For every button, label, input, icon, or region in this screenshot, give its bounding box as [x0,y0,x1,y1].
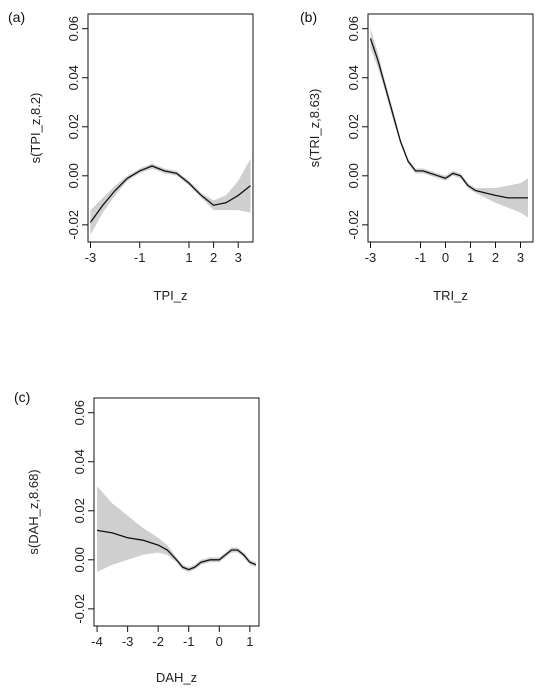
plot-frame [93,397,260,627]
panel-label: (a) [8,9,25,25]
panel-label: (c) [14,389,30,405]
y-axis-title: s(TRI_z,8.63) [307,89,322,168]
x-tick-label: 3 [517,250,524,265]
confidence-band [97,486,256,573]
x-tick-label: 1 [185,250,192,265]
smooth-curve [96,529,257,571]
x-tick-label: 2 [492,250,499,265]
y-tick-label: 0.06 [72,400,87,425]
x-tick-label: -3 [122,634,134,649]
y-tick-label: 0.02 [346,114,361,139]
x-tick-label: -1 [183,634,195,649]
y-tick-label: 0.04 [66,65,81,90]
y-tick-label: 0.06 [346,16,361,41]
y-tick-label: 0.04 [346,65,361,90]
panel-a: -0.02 0.00 0.02 0.04 0.06 -3 -1 1 2 3 TPI_z s(TPI_z… [8,9,254,303]
panel-c: -0.02 0.00 0.02 0.04 0.06 -4 -3 -2 -1 0 1 DAH_z s(DA… [14,389,260,685]
x-tick-label: -4 [91,634,103,649]
smooth-curve [369,38,528,199]
x-tick-label: -1 [415,250,427,265]
y-axis-title: s(TPI_z,8.2) [28,93,43,164]
y-tick-label: -0.02 [72,594,87,624]
smooth-curve [89,165,251,223]
confidence-band [90,158,251,235]
x-tick-label: 1 [246,634,253,649]
y-tick-label: 0.00 [346,163,361,188]
x-tick-label: -3 [85,250,97,265]
y-tick-label: 0.02 [72,498,87,523]
y-tick-label: 0.00 [66,163,81,188]
x-axis-title: TRI_z [433,288,468,303]
x-tick-label: -3 [365,250,377,265]
x-tick-label: 0 [442,250,449,265]
panel-b: -0.02 0.00 0.02 0.04 0.06 -3 -1 0 1 2 3 TRI_z s(TRI_… [300,9,534,303]
y-tick-label: 0.04 [72,449,87,474]
x-axis-title: TPI_z [154,288,188,303]
y-tick-label: 0.06 [66,16,81,41]
panel-label: (b) [300,9,317,25]
y-tick-label: 0.00 [72,547,87,572]
x-tick-label: 1 [467,250,474,265]
x-tick-label: 2 [210,250,217,265]
x-axis-title: DAH_z [156,670,197,685]
y-tick-label: -0.02 [346,210,361,240]
x-tick-label: 0 [216,634,223,649]
y-axis-title: s(DAH_z,8.68) [26,469,41,554]
x-tick-label: 3 [235,250,242,265]
plot-frame [87,13,254,243]
y-tick-label: 0.02 [66,114,81,139]
x-tick-label: -1 [134,250,146,265]
x-tick-label: -2 [152,634,164,649]
confidence-band [370,28,528,218]
plot-frame [367,13,534,243]
y-tick-label: -0.02 [66,210,81,240]
